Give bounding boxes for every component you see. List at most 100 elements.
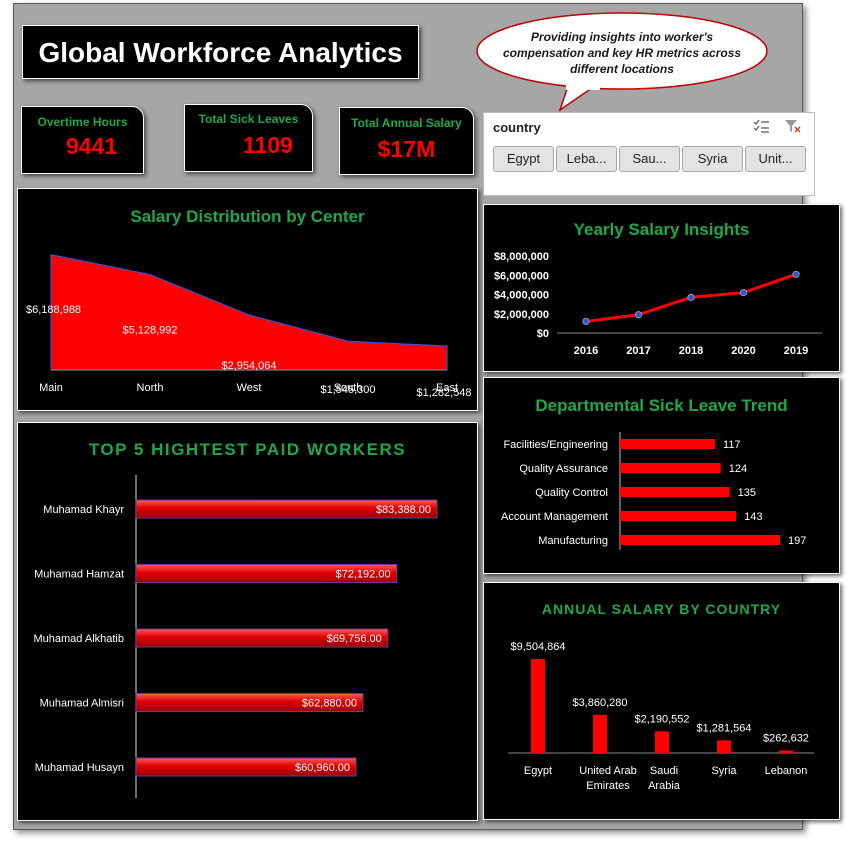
salary-by-center-chart: $6,188,988 Main $5,128,992 North $2,954,064 W… (26, 254, 472, 399)
y-tick-label: $2,000,000 (494, 309, 549, 321)
slicer-item-egypt[interactable]: Egypt (493, 146, 554, 172)
x-tick-label: United Arab (579, 765, 636, 777)
x-tick-label: Syria (711, 765, 737, 777)
data-label: 143 (744, 511, 762, 523)
yearly-salary-panel: Yearly Salary Insights $0 $2,000,000 $4,00… (483, 204, 840, 372)
y-tick-label: Quality Assurance (519, 463, 608, 475)
top5-workers-chart: Muhamad Khayr $83,388.00 Muhamad Hamzat $72… (34, 475, 438, 798)
data-label: $5,128,992 (122, 325, 177, 337)
kpi-label: Total Sick Leaves (198, 112, 299, 126)
bar (135, 628, 389, 648)
kpi-value: 1109 (243, 132, 293, 158)
y-tick-label: Manufacturing (538, 535, 608, 547)
x-tick-label: 2019 (784, 345, 808, 357)
x-tick-label: 2016 (574, 345, 598, 357)
clear-filter-icon[interactable] (784, 118, 802, 134)
y-tick-label: Muhamad Almisri (40, 698, 124, 710)
kpi-value: 9441 (66, 133, 118, 159)
top5-workers-panel: TOP 5 HIGHTEST PAID WORKERS Muhamad Khay… (17, 422, 478, 821)
y-tick-label: Muhamad Alkhatib (34, 633, 125, 645)
slicer-item-united-arab-emirates[interactable]: Unit... (745, 146, 806, 172)
callout-text: Providing insights into worker's compens… (502, 30, 742, 76)
x-tick-label: 2020 (731, 345, 755, 357)
bar (531, 659, 545, 753)
sick-leave-panel: Departmental Sick Leave Trend Facilities… (483, 377, 840, 574)
bar (135, 499, 438, 519)
x-tick-label: East (436, 382, 458, 394)
y-tick-label: Facilities/Engineering (503, 439, 608, 451)
x-tick-label: Egypt (524, 765, 552, 777)
chart-title: ANNUAL SALARY BY COUNTRY (541, 601, 782, 617)
y-tick-label: Quality Control (535, 487, 608, 499)
data-label: $6,188,988 (26, 304, 81, 316)
data-label: $1,281,564 (696, 722, 751, 734)
bar (620, 511, 737, 521)
bar (620, 487, 730, 497)
kpi-label: Total Annual Salary (351, 116, 462, 130)
title-box: Global Workforce Analytics (22, 25, 419, 79)
data-label: $60,960.00 (295, 762, 350, 774)
x-tick-label: North (137, 382, 164, 394)
x-tick-label: Arabia (648, 780, 681, 792)
area-series (50, 254, 448, 371)
bar (135, 693, 364, 712)
data-label: $2,190,552 (634, 713, 689, 725)
bar (593, 714, 607, 753)
x-tick-label: 2017 (626, 345, 650, 357)
salary-by-country-panel: ANNUAL SALARY BY COUNTRY $9,504,864 Egypt… (483, 582, 840, 820)
x-tick-label: Lebanon (765, 765, 808, 777)
data-label: $1,282,548 (416, 387, 471, 399)
x-tick-label: Emirates (586, 780, 630, 792)
data-label: $1,545,300 (320, 384, 375, 396)
bar (620, 463, 721, 473)
x-tick-label: Saudi (650, 765, 678, 777)
slicer-title: country (493, 120, 541, 135)
country-slicer[interactable]: country Egypt Leba... Sau... Syria Unit.… (483, 112, 815, 196)
data-label: 124 (729, 463, 747, 475)
y-tick-label: Muhamad Husayn (35, 762, 124, 774)
slicer-item-saudi-arabia[interactable]: Sau... (619, 146, 680, 172)
kpi-label: Overtime Hours (37, 115, 128, 129)
yearly-salary-chart: $0 $2,000,000 $4,000,000 $6,000,000 $8,000,0… (494, 251, 822, 357)
callout-bubble (476, 12, 768, 112)
bar (620, 439, 716, 449)
bar (135, 564, 398, 583)
data-label: 197 (788, 535, 806, 547)
data-point (739, 288, 748, 297)
sick-leave-chart: Facilities/Engineering 117 Quality Assuran… (501, 432, 806, 550)
kpi-overtime-hours: Overtime Hours 9441 (21, 106, 144, 174)
chart-title: Departmental Sick Leave Trend (535, 396, 788, 415)
kpi-total-annual-salary: Total Annual Salary $17M (339, 107, 474, 175)
chart-title: Salary Distribution by Center (130, 207, 365, 226)
bar (779, 750, 793, 753)
data-point (792, 270, 800, 278)
bar (717, 740, 731, 753)
slicer-item-syria[interactable]: Syria (682, 146, 743, 172)
data-label: $2,954,064 (221, 360, 276, 372)
salary-by-center-panel: Salary Distribution by Center $6,188,988… (17, 188, 478, 411)
bar (620, 535, 780, 545)
bar (135, 757, 357, 777)
salary-by-country-chart: $9,504,864 Egypt $3,860,280 United Arab Emir… (508, 641, 814, 792)
y-tick-label: $8,000,000 (494, 251, 549, 263)
multi-select-icon[interactable] (752, 118, 770, 134)
data-label: 117 (723, 439, 741, 451)
chart-title: TOP 5 HIGHTEST PAID WORKERS (88, 440, 407, 459)
data-point (634, 311, 643, 319)
y-tick-label: Account Management (501, 511, 608, 523)
y-tick-label: $6,000,000 (494, 270, 549, 282)
y-tick-label: $0 (537, 328, 549, 340)
data-label: $83,388.00 (376, 504, 431, 516)
bar (655, 731, 669, 753)
x-tick-label: West (237, 382, 262, 394)
x-tick-label: 2018 (679, 345, 703, 357)
y-tick-label: $4,000,000 (494, 290, 549, 302)
slicer-item-lebanon[interactable]: Leba... (556, 146, 617, 172)
data-label: $3,860,280 (572, 697, 627, 709)
data-label: $9,504,864 (510, 641, 565, 653)
kpi-total-sick-leaves: Total Sick Leaves 1109 (184, 104, 313, 172)
data-point (582, 317, 590, 326)
y-tick-label: Muhamad Hamzat (34, 569, 124, 581)
data-label: $72,192.00 (336, 569, 391, 581)
page-title: Global Workforce Analytics (38, 37, 403, 68)
